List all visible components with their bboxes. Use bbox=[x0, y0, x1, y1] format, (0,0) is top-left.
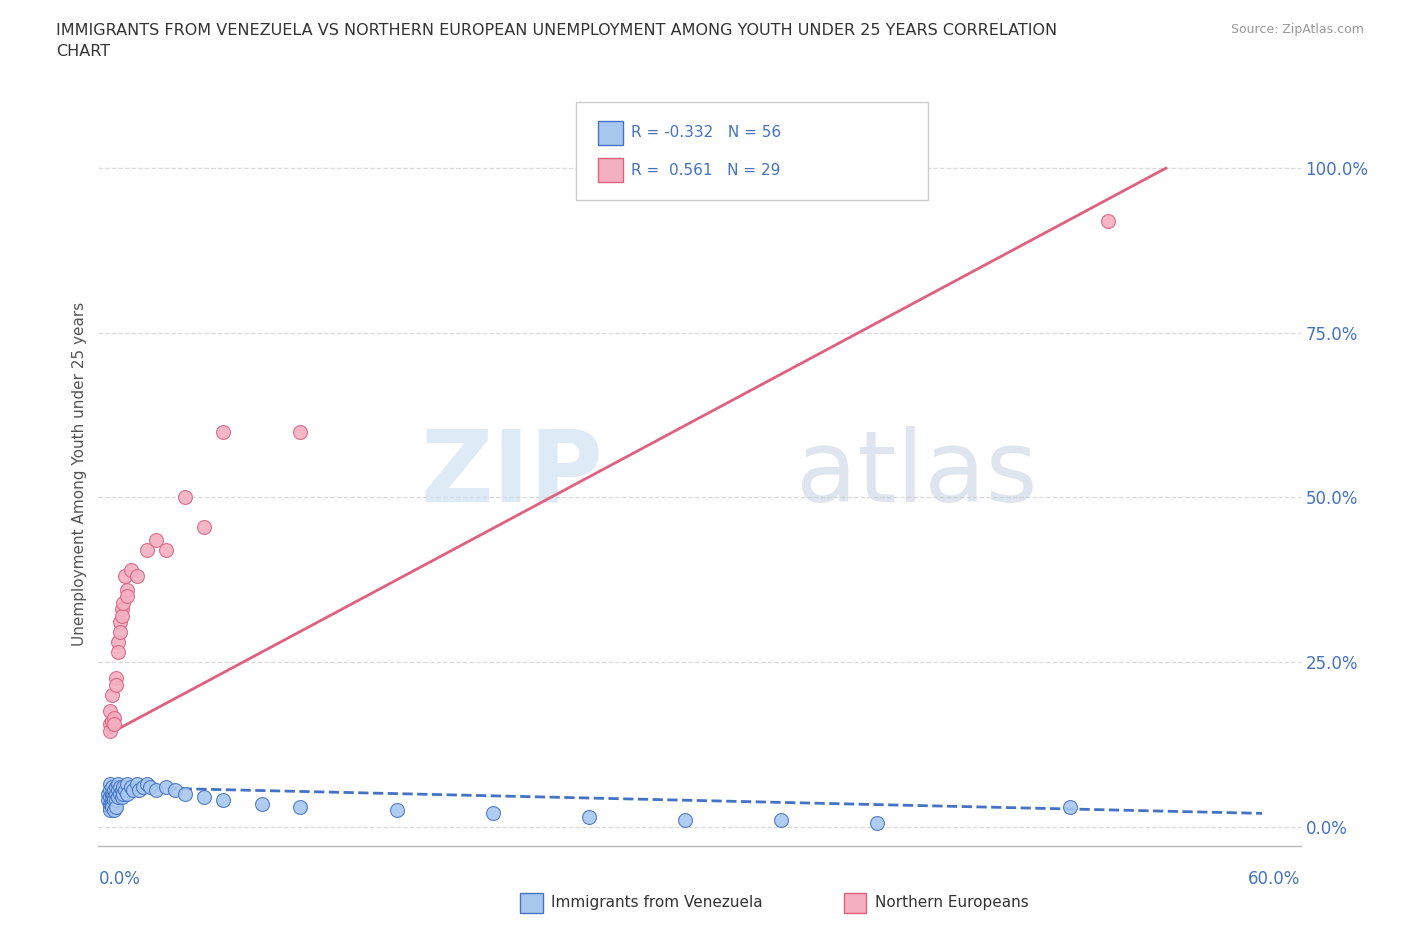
Point bbox=[290, 800, 312, 815]
Point bbox=[97, 786, 120, 801]
Point bbox=[290, 424, 312, 439]
Text: atlas: atlas bbox=[796, 426, 1038, 523]
Point bbox=[673, 813, 696, 828]
Point bbox=[104, 671, 127, 685]
Point bbox=[174, 490, 197, 505]
Text: Immigrants from Venezuela: Immigrants from Venezuela bbox=[551, 895, 763, 910]
Point bbox=[1097, 213, 1119, 228]
Point bbox=[250, 796, 273, 811]
Point bbox=[108, 625, 131, 640]
Point bbox=[139, 779, 162, 794]
Point bbox=[107, 635, 129, 650]
Point bbox=[212, 792, 235, 807]
Point bbox=[98, 717, 121, 732]
Point bbox=[155, 542, 177, 557]
Text: Northern Europeans: Northern Europeans bbox=[875, 895, 1028, 910]
Point bbox=[117, 589, 139, 604]
Point bbox=[101, 786, 124, 801]
Point bbox=[103, 717, 125, 732]
Text: R =  0.561   N = 29: R = 0.561 N = 29 bbox=[631, 163, 780, 178]
Point bbox=[110, 790, 132, 804]
Point bbox=[135, 542, 157, 557]
Point bbox=[98, 800, 121, 815]
Point bbox=[103, 711, 125, 725]
Text: 0.0%: 0.0% bbox=[98, 870, 141, 888]
Point bbox=[108, 786, 131, 801]
Point bbox=[97, 792, 120, 807]
Point bbox=[193, 790, 215, 804]
Point bbox=[578, 809, 600, 824]
Point bbox=[125, 777, 148, 791]
Point bbox=[174, 786, 197, 801]
Point bbox=[108, 779, 131, 794]
Point bbox=[770, 813, 793, 828]
Point bbox=[107, 783, 129, 798]
Point bbox=[117, 786, 139, 801]
Text: Source: ZipAtlas.com: Source: ZipAtlas.com bbox=[1230, 23, 1364, 36]
Point bbox=[104, 792, 127, 807]
Point bbox=[112, 786, 135, 801]
Point bbox=[120, 563, 142, 578]
Point bbox=[103, 790, 125, 804]
Point bbox=[110, 783, 132, 798]
Point bbox=[101, 800, 124, 815]
Point bbox=[103, 792, 125, 807]
Point bbox=[98, 777, 121, 791]
Point bbox=[98, 796, 121, 811]
Point bbox=[101, 792, 124, 807]
Point bbox=[112, 595, 135, 610]
Text: R = -0.332   N = 56: R = -0.332 N = 56 bbox=[631, 126, 782, 140]
Y-axis label: Unemployment Among Youth under 25 years: Unemployment Among Youth under 25 years bbox=[72, 302, 87, 646]
Text: IMMIGRANTS FROM VENEZUELA VS NORTHERN EUROPEAN UNEMPLOYMENT AMONG YOUTH UNDER 25: IMMIGRANTS FROM VENEZUELA VS NORTHERN EU… bbox=[56, 23, 1057, 38]
Point bbox=[128, 783, 150, 798]
Point bbox=[866, 816, 889, 830]
Point bbox=[98, 803, 121, 817]
Text: ZIP: ZIP bbox=[420, 426, 603, 523]
Point bbox=[125, 569, 148, 584]
Point bbox=[101, 779, 124, 794]
Point bbox=[103, 783, 125, 798]
Point bbox=[117, 582, 139, 597]
Point bbox=[1059, 800, 1081, 815]
Point bbox=[112, 779, 135, 794]
Point bbox=[117, 777, 139, 791]
Point bbox=[98, 783, 121, 798]
Point bbox=[114, 569, 136, 584]
Point bbox=[135, 777, 157, 791]
Point bbox=[481, 806, 503, 821]
Point bbox=[212, 424, 235, 439]
Point bbox=[110, 608, 132, 623]
Point bbox=[104, 786, 127, 801]
Point bbox=[101, 713, 124, 728]
Point bbox=[104, 800, 127, 815]
Point bbox=[145, 783, 167, 798]
Point bbox=[107, 790, 129, 804]
Point bbox=[385, 803, 408, 817]
Text: 60.0%: 60.0% bbox=[1249, 870, 1301, 888]
Point bbox=[98, 790, 121, 804]
Point bbox=[107, 644, 129, 659]
Point bbox=[122, 783, 145, 798]
Point bbox=[101, 796, 124, 811]
Point bbox=[155, 779, 177, 794]
Point bbox=[193, 520, 215, 535]
Point bbox=[131, 779, 153, 794]
Point bbox=[98, 704, 121, 719]
Point bbox=[120, 779, 142, 794]
Point bbox=[98, 724, 121, 738]
Point bbox=[165, 783, 187, 798]
Point bbox=[104, 779, 127, 794]
Point bbox=[108, 615, 131, 630]
Point bbox=[101, 687, 124, 702]
Point bbox=[101, 790, 124, 804]
Point bbox=[104, 678, 127, 693]
Text: CHART: CHART bbox=[56, 44, 110, 59]
Point bbox=[114, 783, 136, 798]
Point bbox=[145, 533, 167, 548]
Point bbox=[107, 777, 129, 791]
Point bbox=[110, 602, 132, 617]
Point bbox=[103, 803, 125, 817]
